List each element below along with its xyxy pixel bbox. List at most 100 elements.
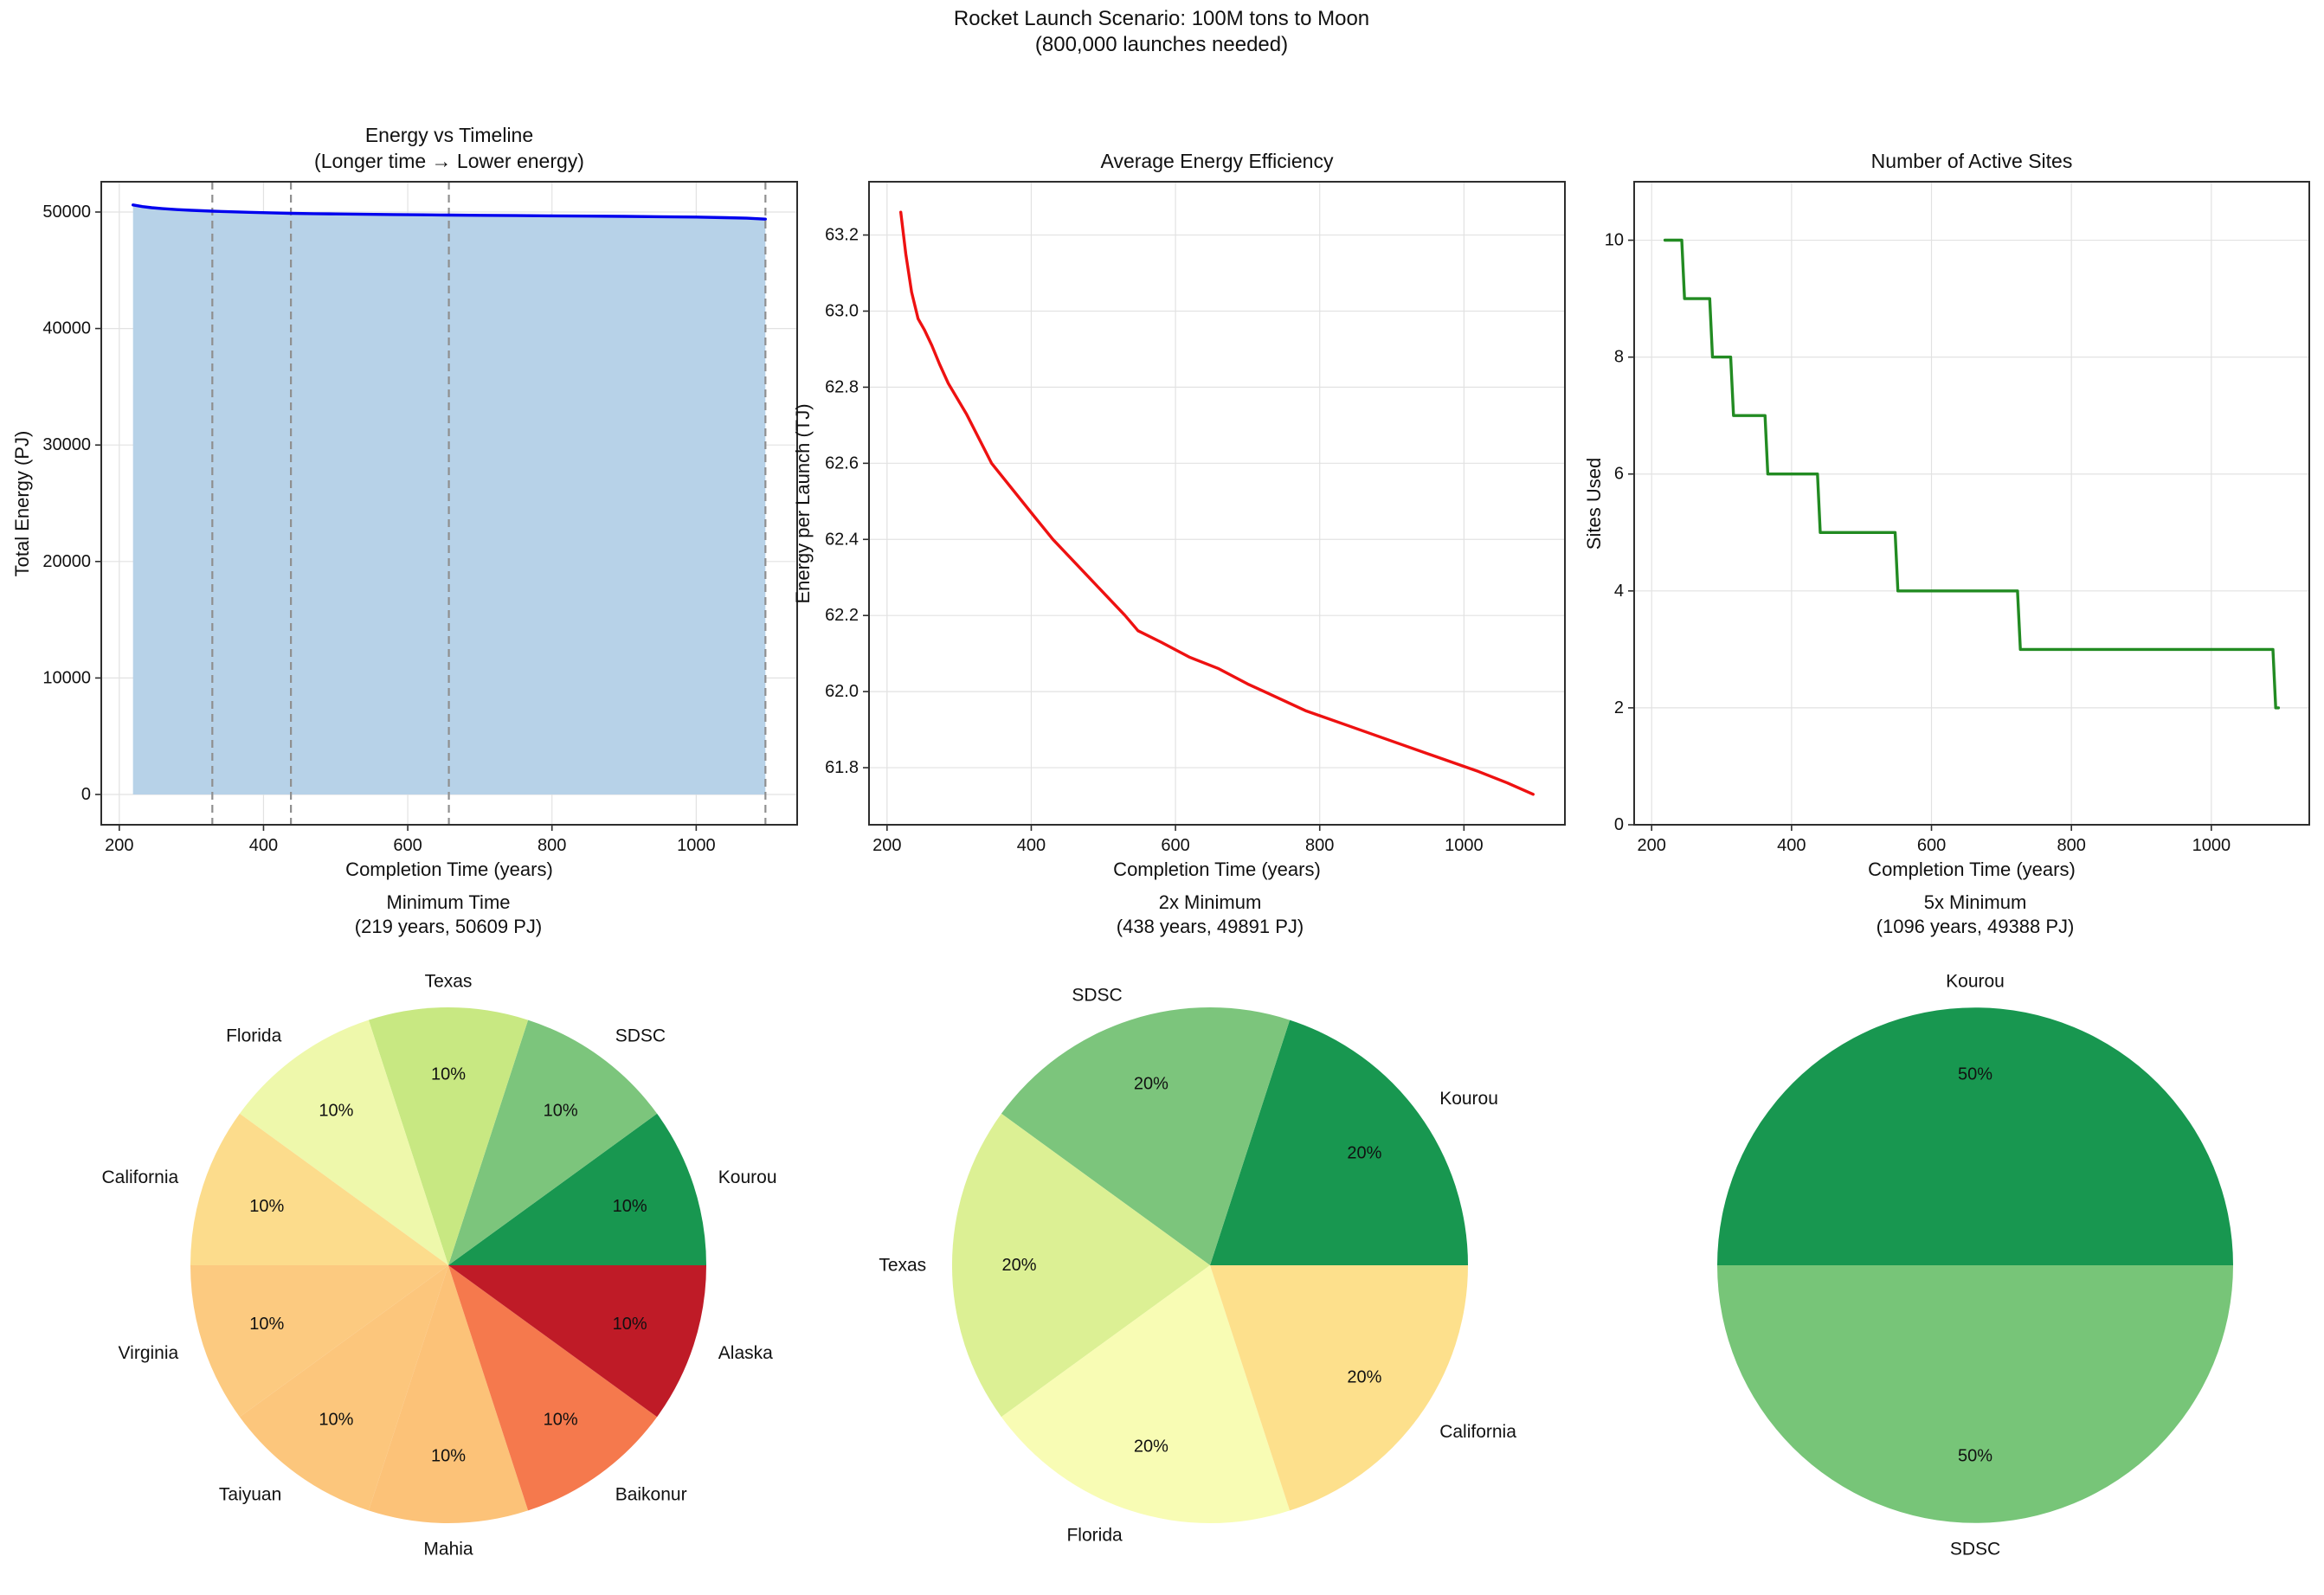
chart3-ylabel: Sites Used xyxy=(1583,457,1605,550)
pie-pct-label: 10% xyxy=(431,1447,466,1466)
series-line xyxy=(1663,238,2281,710)
pie-slice-label: SDSC xyxy=(1072,986,1122,1006)
pie-slice xyxy=(448,1265,707,1418)
pie-pct-label: 10% xyxy=(249,1197,284,1216)
pie-slice xyxy=(1001,1007,1291,1265)
y-tick-label: 62.8 xyxy=(825,377,859,396)
pie-slice-label: Texas xyxy=(879,1256,926,1276)
pie-pct-label: 10% xyxy=(613,1197,647,1216)
pie-slice xyxy=(1210,1265,1468,1511)
pie-slice xyxy=(448,1265,658,1511)
pie-pct-label: 20% xyxy=(1134,1074,1168,1093)
pie-pct-label: 10% xyxy=(431,1065,466,1084)
chart3-xlabel: Completion Time (years) xyxy=(1868,859,2076,880)
plot-border xyxy=(100,181,798,826)
pie-pct-label: 10% xyxy=(544,1410,578,1429)
pie-pct-label: 10% xyxy=(319,1102,353,1121)
x-tick-label: 800 xyxy=(1305,836,1334,855)
x-tick-label: 200 xyxy=(105,836,133,855)
pie-slice xyxy=(1717,1265,2233,1523)
pie-slice-label: Kourou xyxy=(1439,1089,1498,1109)
y-tick-label: 63.2 xyxy=(825,226,859,245)
pie-slice-label: California xyxy=(101,1167,178,1187)
x-tick-label: 400 xyxy=(1017,836,1046,855)
pie-slice-label: Alaska xyxy=(718,1343,773,1363)
pie-slice xyxy=(239,1265,448,1511)
x-tick-label: 800 xyxy=(2057,836,2085,855)
pie-pct-label: 20% xyxy=(1347,1143,1381,1162)
pie-pct-label: 50% xyxy=(1958,1447,1992,1466)
x-tick-label: 600 xyxy=(1917,836,1946,855)
y-tick-label: 10000 xyxy=(42,668,91,687)
pie-slice-label: Kourou xyxy=(718,1167,777,1187)
x-tick-label: 400 xyxy=(249,836,278,855)
y-tick-label: 4 xyxy=(1614,582,1624,601)
plot-border xyxy=(868,181,1566,826)
y-tick-label: 61.8 xyxy=(825,758,859,777)
pie-slice xyxy=(1001,1265,1291,1524)
y-tick-label: 2 xyxy=(1614,698,1624,717)
pie-slice xyxy=(239,1019,448,1265)
x-tick-label: 600 xyxy=(393,836,422,855)
pie-pct-label: 10% xyxy=(319,1410,353,1429)
pie1-title-line1: Minimum Time xyxy=(386,891,511,913)
pie-pct-label: 20% xyxy=(1001,1256,1036,1275)
pie-slice xyxy=(368,1265,529,1523)
y-tick-label: 63.0 xyxy=(825,301,859,320)
pie-pct-label: 10% xyxy=(249,1315,284,1334)
pie-slice-label: SDSC xyxy=(1950,1539,2000,1559)
pie-slice-label: Virginia xyxy=(119,1343,179,1363)
pie-slice-label: Mahia xyxy=(423,1539,473,1559)
y-tick-label: 50000 xyxy=(42,203,91,222)
y-tick-label: 62.6 xyxy=(825,453,859,473)
x-tick-label: 1000 xyxy=(1445,836,1484,855)
chart1-title-line1: Energy vs Timeline xyxy=(364,124,534,146)
series-line xyxy=(898,210,1535,796)
pie-slice-label: Florida xyxy=(226,1026,282,1045)
chart2-title: Average Energy Efficiency xyxy=(1100,150,1334,172)
x-tick-label: 600 xyxy=(1161,836,1189,855)
pie-pct-label: 10% xyxy=(544,1102,578,1121)
x-tick-label: 400 xyxy=(1777,836,1806,855)
pie-slice xyxy=(448,1113,706,1265)
pie3-title-line1: 5x Minimum xyxy=(1923,891,2027,913)
pie-slice xyxy=(951,1113,1210,1418)
y-tick-label: 10 xyxy=(1605,231,1624,250)
x-tick-label: 1000 xyxy=(677,836,716,855)
x-tick-label: 200 xyxy=(872,836,901,855)
y-tick-label: 30000 xyxy=(42,435,91,454)
figure-title-line2: (800,000 launches needed) xyxy=(1034,33,1289,56)
y-tick-label: 62.0 xyxy=(825,682,859,701)
chart1-ylabel: Total Energy (PJ) xyxy=(11,430,33,577)
pie-slice-label: Taiyuan xyxy=(219,1485,281,1505)
series-line xyxy=(131,203,767,221)
pie-slice-label: Texas xyxy=(425,972,473,992)
pie-slice xyxy=(448,1019,658,1265)
pie-pct-label: 50% xyxy=(1958,1065,1992,1084)
pie-slice xyxy=(1210,1019,1468,1265)
y-tick-label: 0 xyxy=(81,785,91,804)
chart2-ylabel: Energy per Launch (TJ) xyxy=(792,403,814,604)
pie-pct-label: 20% xyxy=(1134,1437,1168,1457)
pie-pct-label: 20% xyxy=(1347,1368,1381,1387)
chart1-xlabel: Completion Time (years) xyxy=(345,859,553,880)
pie-slice xyxy=(368,1007,529,1265)
pie-slice-label: California xyxy=(1439,1422,1516,1442)
y-tick-label: 0 xyxy=(1614,815,1624,834)
y-tick-label: 40000 xyxy=(42,319,91,338)
x-tick-label: 200 xyxy=(1638,836,1666,855)
chart2-xlabel: Completion Time (years) xyxy=(1113,859,1321,880)
pie-slice xyxy=(190,1265,448,1418)
x-tick-label: 800 xyxy=(538,836,566,855)
pie2-title-line1: 2x Minimum xyxy=(1158,891,1262,913)
y-tick-label: 62.4 xyxy=(825,530,859,549)
pie-slice-label: Florida xyxy=(1066,1525,1123,1545)
chart1-title-line2: (Longer time → Lower energy) xyxy=(314,150,584,172)
chart3-title: Number of Active Sites xyxy=(1870,150,2073,172)
pie-slice xyxy=(190,1113,448,1265)
y-tick-label: 62.2 xyxy=(825,606,859,625)
y-tick-label: 6 xyxy=(1614,465,1624,484)
pie-slice-label: Kourou xyxy=(1946,972,2005,992)
